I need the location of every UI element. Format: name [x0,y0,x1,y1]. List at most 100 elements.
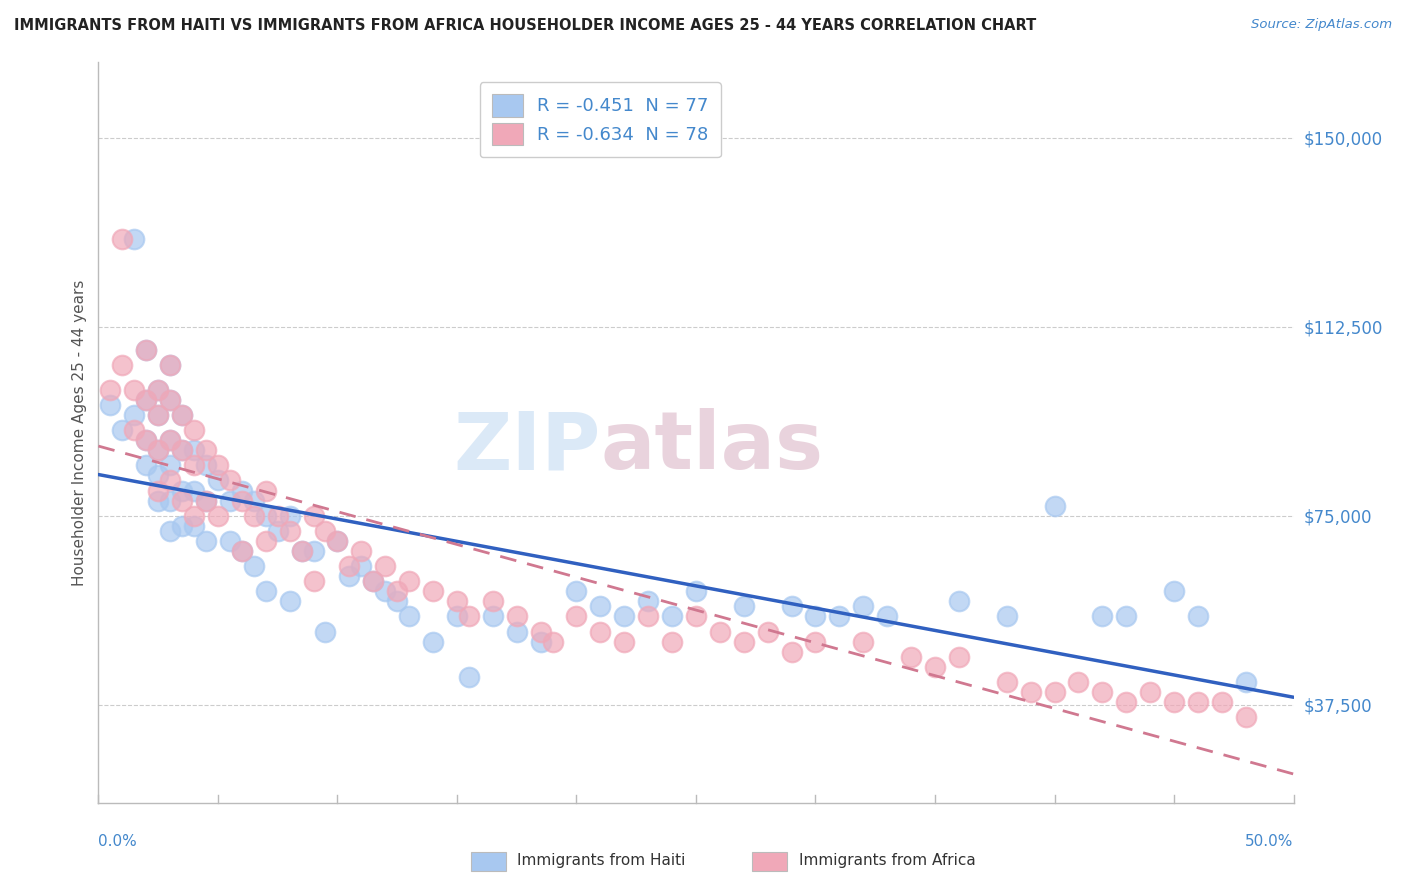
Point [254,483,277,498]
Point [363,574,385,589]
Point [339,569,361,583]
Point [195,443,218,458]
Point [243,493,266,508]
Point [183,508,205,523]
Point [733,599,755,614]
Point [278,508,301,523]
Point [589,599,612,614]
Point [124,383,146,397]
Point [302,508,325,523]
Point [172,443,194,458]
Point [135,343,157,357]
Point [422,584,444,599]
Point [159,433,181,447]
Point [385,594,409,608]
Point [828,609,851,624]
Point [231,544,253,558]
Point [506,624,529,639]
Point [267,508,290,523]
Point [541,634,564,648]
Point [637,609,659,624]
Point [876,609,898,624]
Point [135,392,157,407]
Point [1139,685,1161,699]
Point [231,483,253,498]
Point [733,634,755,648]
Legend: R = -0.451  N = 77, R = -0.634  N = 78: R = -0.451 N = 77, R = -0.634 N = 78 [479,82,721,157]
Point [219,493,242,508]
Point [207,458,229,473]
Point [530,634,553,648]
Point [219,474,242,488]
Point [172,518,194,533]
Point [207,508,229,523]
Point [111,423,134,437]
Point [995,674,1018,689]
Text: IMMIGRANTS FROM HAITI VS IMMIGRANTS FROM AFRICA HOUSEHOLDER INCOME AGES 25 - 44 : IMMIGRANTS FROM HAITI VS IMMIGRANTS FROM… [14,18,1036,33]
Point [1019,685,1042,699]
Point [924,660,946,674]
Point [159,392,181,407]
Point [458,670,481,684]
Point [302,544,325,558]
Point [98,383,122,397]
Text: Immigrants from Haiti: Immigrants from Haiti [517,854,686,868]
Point [756,624,779,639]
Point [685,584,707,599]
Point [243,559,266,574]
Point [780,645,803,659]
Point [159,358,181,372]
Point [315,524,337,538]
Point [1163,584,1185,599]
Point [159,392,181,407]
Point [135,343,157,357]
Point [124,423,146,437]
Point [374,584,396,599]
Point [1234,674,1257,689]
Point [302,574,325,589]
Point [315,624,337,639]
Point [565,609,588,624]
Point [183,423,205,437]
Point [98,398,122,412]
Point [685,609,707,624]
Point [446,609,468,624]
Text: Immigrants from Africa: Immigrants from Africa [799,854,976,868]
Point [1187,609,1209,624]
Point [1091,609,1114,624]
Point [195,493,218,508]
Point [148,443,170,458]
Text: ZIP: ZIP [453,409,600,486]
Point [995,609,1018,624]
Point [278,594,301,608]
Point [183,483,205,498]
Point [852,599,875,614]
Point [195,533,218,548]
Point [195,493,218,508]
Point [148,383,170,397]
Point [231,544,253,558]
Point [363,574,385,589]
Point [458,609,481,624]
Text: Source: ZipAtlas.com: Source: ZipAtlas.com [1251,18,1392,31]
Point [135,458,157,473]
Point [1115,695,1137,709]
Point [661,634,683,648]
Point [780,599,803,614]
Text: atlas: atlas [600,409,824,486]
Point [148,493,170,508]
Point [148,408,170,422]
Point [852,634,875,648]
Point [183,458,205,473]
Point [172,483,194,498]
Point [1211,695,1233,709]
Point [254,533,277,548]
Point [267,524,290,538]
Point [613,634,636,648]
Point [148,383,170,397]
Point [159,474,181,488]
Point [159,433,181,447]
Point [530,624,553,639]
Point [148,468,170,483]
Point [1234,710,1257,724]
